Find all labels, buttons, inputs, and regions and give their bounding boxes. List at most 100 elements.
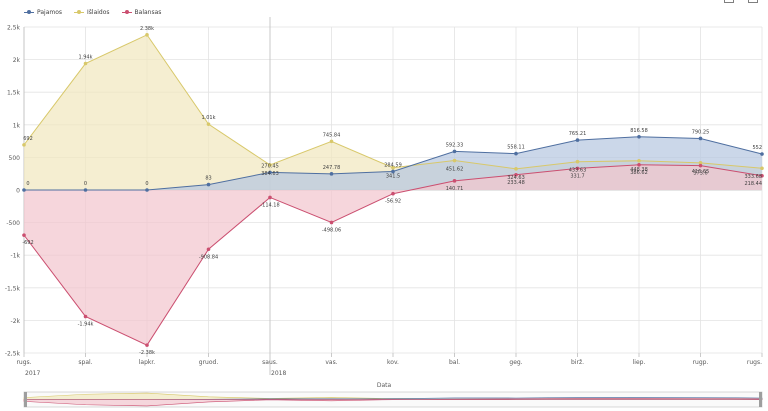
x-tick-label: gruod. xyxy=(199,359,219,366)
navigator-title: Data xyxy=(376,382,392,389)
point-pajamos xyxy=(514,151,518,156)
point-islaidos xyxy=(83,61,88,66)
data-label-islaidos: 692 xyxy=(23,136,33,142)
legend-marker-balansas xyxy=(121,9,132,15)
data-label-pajamos: 247.78 xyxy=(323,165,341,171)
data-label-balansas: -56.92 xyxy=(385,199,401,205)
navigator-handle-left[interactable] xyxy=(24,392,27,407)
point-pajamos xyxy=(698,136,703,141)
point-islaidos xyxy=(145,33,149,37)
x-tick-label: kov. xyxy=(387,359,399,366)
data-label-islaidos: 384.63 xyxy=(261,171,279,177)
data-label-balansas: -908.84 xyxy=(199,254,218,260)
area-islaidos xyxy=(24,34,762,190)
point-islaidos xyxy=(268,163,272,167)
data-label-pajamos: 0 xyxy=(84,181,87,187)
point-pajamos xyxy=(637,134,641,139)
data-label-pajamos: 0 xyxy=(145,181,148,187)
point-balansas xyxy=(637,162,641,167)
y-tick-label: -1,5k xyxy=(5,285,21,292)
x-tick-label: saus. xyxy=(262,359,278,366)
data-label-islaidos: 2.38k xyxy=(140,26,154,32)
point-islaidos xyxy=(22,143,26,147)
data-label-balansas: -692 xyxy=(22,240,33,246)
data-label-pajamos: 592.33 xyxy=(446,142,464,148)
point-balansas xyxy=(575,166,580,171)
points-layer xyxy=(22,33,764,347)
data-label-balansas: 233.48 xyxy=(507,180,525,186)
y-tick-label: -500 xyxy=(6,220,20,227)
data-label-islaidos: 1.01k xyxy=(201,115,215,121)
data-label-balansas: 140.71 xyxy=(446,186,464,192)
data-label-pajamos: 558.11 xyxy=(507,145,525,151)
point-pajamos xyxy=(206,182,211,187)
legend-label-balansas: Balansas xyxy=(134,8,162,16)
x-tick-label: vas. xyxy=(325,359,337,366)
point-islaidos xyxy=(514,167,518,171)
point-balansas xyxy=(391,191,395,196)
data-label-islaidos: 745.84 xyxy=(323,132,341,138)
x-tick-label: liep. xyxy=(633,359,646,366)
navigator-series-balansas xyxy=(23,398,763,407)
y-tick-label: 1k xyxy=(13,122,21,129)
point-islaidos xyxy=(329,139,334,144)
data-label-islaidos: 333.68 xyxy=(745,174,763,180)
point-islaidos xyxy=(206,122,211,126)
legend-marker-pajamos xyxy=(24,9,34,15)
point-balansas xyxy=(268,195,272,200)
point-balansas xyxy=(452,179,457,183)
point-balansas xyxy=(22,233,26,237)
value-labels-layer: 692 1.94k 2.38k 1.01k 384.63 745.84 341.5 451.6… xyxy=(22,26,762,356)
chart-menu-icon[interactable] xyxy=(724,0,734,3)
point-balansas xyxy=(83,314,88,319)
data-label-balansas: -498.06 xyxy=(322,227,341,233)
data-label-pajamos: 270.45 xyxy=(261,163,279,169)
data-label-balansas: -114.18 xyxy=(260,202,279,208)
data-label-islaidos: 433.63 xyxy=(569,168,587,174)
data-label-balansas: 331.7 xyxy=(570,173,584,179)
data-label-islaidos: 324.63 xyxy=(507,175,525,181)
legend-item-islaidos[interactable]: Išlaidos xyxy=(74,9,110,16)
navigator xyxy=(23,391,763,408)
legend-label-pajamos: Pajamos xyxy=(37,8,63,16)
data-label-pajamos: 765.21 xyxy=(569,131,587,137)
areas-layer xyxy=(24,34,762,346)
toolbar-icons xyxy=(724,0,758,3)
point-islaidos xyxy=(760,166,764,171)
x-tick-label: rugs. xyxy=(16,359,31,366)
point-islaidos xyxy=(575,159,580,164)
data-label-pajamos: 284.59 xyxy=(384,162,402,168)
point-balansas xyxy=(329,220,334,225)
point-islaidos xyxy=(452,158,457,163)
y-tick-label: 2,5k xyxy=(7,25,21,32)
data-label-pajamos: 83 xyxy=(205,176,211,182)
y-tick-label: 2k xyxy=(13,57,21,64)
legend-item-pajamos[interactable]: Pajamos xyxy=(24,9,62,16)
point-pajamos xyxy=(329,172,334,176)
data-label-balansas: 386.62 xyxy=(630,170,648,176)
point-pajamos xyxy=(760,152,764,156)
chart-tools-icon[interactable] xyxy=(748,0,758,3)
data-label-pajamos: 816.58 xyxy=(630,128,648,134)
point-pajamos xyxy=(452,149,457,154)
point-pajamos xyxy=(268,170,272,175)
x-tick-label: lapkr. xyxy=(139,359,156,366)
point-pajamos xyxy=(391,169,395,174)
data-label-balansas: -2.38k xyxy=(139,350,155,356)
point-pajamos xyxy=(145,188,149,192)
point-balansas xyxy=(514,172,518,177)
x-tick-label: birž. xyxy=(571,359,584,366)
point-islaidos xyxy=(698,161,703,165)
data-label-islaidos: 451.62 xyxy=(446,167,464,173)
legend-item-balansas[interactable]: Balansas xyxy=(121,8,162,16)
year-label: 2018 xyxy=(271,370,286,377)
y-tick-label: -2k xyxy=(11,318,21,325)
data-label-balansas: 373.6 xyxy=(693,171,707,177)
point-pajamos xyxy=(575,138,580,142)
point-balansas xyxy=(698,163,703,168)
navigator-handle-right[interactable] xyxy=(759,392,762,407)
x-tick-label: spal. xyxy=(78,359,92,366)
data-label-balansas: -1.94k xyxy=(78,321,94,327)
